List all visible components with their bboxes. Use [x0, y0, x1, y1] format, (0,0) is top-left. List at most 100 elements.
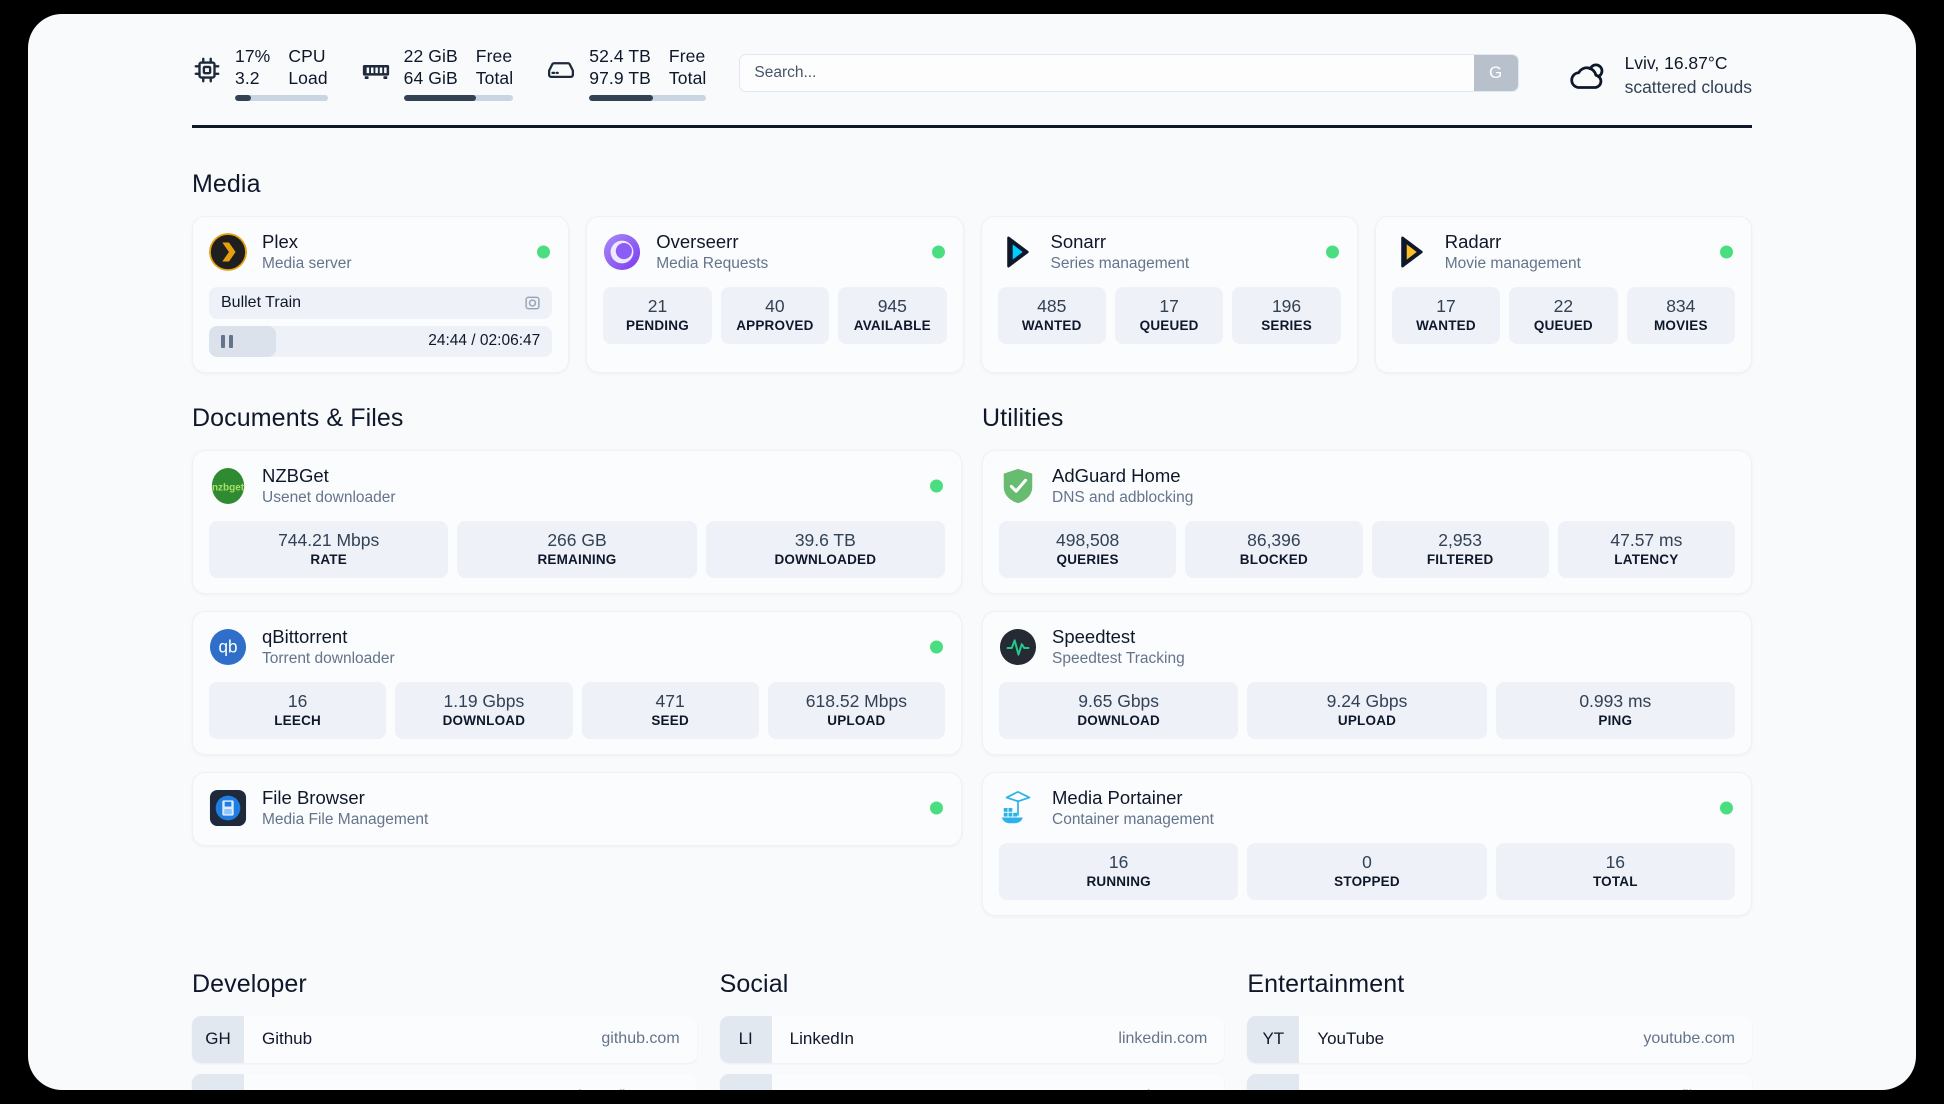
cpu-load-value: 3.2 [235, 68, 260, 88]
disk-usage-bar [589, 95, 707, 101]
bookmark-list: LI LinkedIn linkedin.com TW Twitter twit… [719, 1015, 1225, 1090]
stat-tile: 834 MOVIES [1626, 286, 1736, 344]
stat-label: BLOCKED [1239, 551, 1308, 567]
status-badge [1720, 801, 1733, 815]
weather-location-temp: Lviv, 16.87°C [1624, 53, 1728, 73]
card-media-portainer[interactable]: Media Portainer Container management 16 … [982, 771, 1752, 916]
pause-icon[interactable] [221, 334, 233, 348]
radarr-icon [1392, 233, 1430, 271]
stats-row: 744.21 Mbps RATE 266 GB REMAINING 39.6 T… [209, 520, 945, 578]
filebrowser-icon [209, 789, 247, 827]
bookmark-item-linkedin[interactable]: LI LinkedIn linkedin.com [719, 1015, 1225, 1063]
stat-value: 16 [287, 690, 308, 711]
app-name: qBittorrent [262, 625, 348, 647]
stat-label: DOWNLOAD [1077, 712, 1160, 728]
bookmark-item-github[interactable]: GH Github github.com [192, 1015, 697, 1063]
app-description: Media server [262, 254, 352, 272]
now-playing-progress-row[interactable]: 24:44 / 02:06:47 [209, 325, 553, 357]
stat-tile: 17 WANTED [1391, 286, 1501, 344]
stat-tile: 945 AVAILABLE [838, 286, 947, 344]
stat-label: STOPPED [1334, 873, 1400, 889]
app-description: Torrent downloader [262, 649, 395, 667]
now-playing-title-row: Bullet Train [209, 286, 553, 319]
stat-value: 485 [1037, 295, 1067, 316]
card-plex[interactable]: Plex Media server Bullet Train [192, 215, 570, 373]
stat-value: 86,396 [1247, 529, 1301, 550]
bookmark-abbr: TW [719, 1073, 772, 1090]
bookmark-abbr: NF [1247, 1073, 1300, 1090]
stat-tile: 618.52 Mbps UPLOAD [767, 681, 945, 739]
search-box[interactable]: G [739, 54, 1519, 92]
card-adguard-home[interactable]: AdGuard Home DNS and adblocking 498,508 … [982, 449, 1752, 594]
card-header: AdGuard Home DNS and adblocking [999, 465, 1735, 508]
bookmark-abbr: SO [192, 1073, 244, 1090]
card-overseerr[interactable]: Overseerr Media Requests 21 PENDING 40 A… [586, 215, 964, 373]
card-header: Radarr Movie management [1392, 231, 1735, 274]
stat-value: 21 [647, 295, 668, 316]
stat-label: UPLOAD [827, 712, 886, 728]
stat-tile: 16 LEECH [209, 681, 387, 739]
bookmark-abbr: GH [192, 1015, 244, 1063]
stat-label: RUNNING [1086, 873, 1151, 889]
bookmark-group-developer: Developer GH Github github.com SO StackO… [192, 969, 697, 1090]
app-name: Sonarr [1050, 230, 1107, 252]
cast-icon[interactable] [524, 294, 541, 311]
bookmark-item-youtube[interactable]: YT YouTube youtube.com [1247, 1015, 1752, 1063]
stat-value: 0.993 ms [1579, 690, 1652, 711]
card-file-browser[interactable]: File Browser Media File Management [192, 771, 962, 846]
stat-label: WANTED [1416, 317, 1476, 333]
stat-value: 40 [765, 295, 785, 316]
stat-tile: 16 TOTAL [1495, 842, 1735, 900]
status-badge [537, 245, 551, 259]
weather-widget[interactable]: Lviv, 16.87°C scattered clouds [1567, 46, 1752, 98]
adguard-icon [999, 467, 1037, 505]
card-header: File Browser Media File Management [209, 787, 945, 830]
now-playing-title: Bullet Train [221, 293, 302, 311]
card-qbittorrent[interactable]: qb qBittorrent Torrent downloader 16 LEE… [192, 610, 962, 755]
stat-label: LEECH [274, 712, 321, 728]
card-radarr[interactable]: Radarr Movie management 17 WANTED 22 QUE… [1374, 215, 1752, 373]
stats-row: 21 PENDING 40 APPROVED 945 AVAILABLE [603, 286, 947, 344]
bookmark-item-stackoverflow[interactable]: SO StackOverflow stackoverflow.com [192, 1073, 697, 1090]
app-description: Media File Management [262, 810, 429, 828]
stats-row: 485 WANTED 17 QUEUED 196 SERIES [997, 286, 1341, 344]
bookmark-name: StackOverflow [244, 1074, 549, 1090]
search-input[interactable] [740, 55, 1474, 91]
stat-label: DOWNLOADED [774, 551, 877, 567]
bookmark-item-netflix[interactable]: NF Netflix netflix.com [1247, 1073, 1752, 1090]
bookmark-name: LinkedIn [789, 1029, 854, 1048]
stat-value: 22 [1553, 295, 1574, 316]
stats-row: 9.65 Gbps DOWNLOAD 9.24 Gbps UPLOAD 0.99… [999, 681, 1735, 739]
stat-value: 16 [1108, 851, 1129, 872]
stat-label: MOVIES [1653, 317, 1708, 333]
bookmark-group-title: Developer [192, 969, 307, 998]
stat-tile: 22 QUEUED [1509, 286, 1618, 344]
utilities-cards: AdGuard Home DNS and adblocking 498,508 … [982, 449, 1752, 916]
disk-free-value: 52.4 TB [589, 46, 651, 66]
card-nzbget[interactable]: nzbget NZBGet Usenet downloader 744.21 M… [192, 449, 962, 594]
documents-cards: nzbget NZBGet Usenet downloader 744.21 M… [192, 449, 962, 846]
stat-tile: 9.24 Gbps UPLOAD [1247, 681, 1487, 739]
stat-tile: 21 PENDING [603, 286, 712, 344]
stat-value: 9.24 Gbps [1326, 690, 1408, 711]
stat-tile: 86,396 BLOCKED [1185, 520, 1363, 578]
search-engine-button[interactable]: G [1473, 55, 1518, 91]
stat-value: 47.57 ms [1610, 529, 1683, 550]
bookmark-item-twitter[interactable]: TW Twitter twitter.com [719, 1073, 1225, 1090]
stat-value: 0 [1362, 851, 1372, 872]
card-speedtest[interactable]: Speedtest Speedtest Tracking 9.65 Gbps D… [982, 610, 1752, 755]
stat-tile: 16 RUNNING [999, 842, 1239, 900]
stats-row: 17 WANTED 22 QUEUED 834 MOVIES [1391, 286, 1736, 344]
search-area: G [739, 46, 1519, 92]
stats-row: 16 LEECH 1.19 Gbps DOWNLOAD 471 SEED 6 [209, 681, 945, 739]
stat-value: 618.52 Mbps [805, 690, 907, 711]
stat-value: 266 GB [547, 529, 607, 550]
stat-label: PING [1598, 712, 1633, 728]
app-description: DNS and adblocking [1052, 488, 1194, 506]
disk-label-top: Free [668, 46, 706, 66]
stat-value: 2,953 [1438, 529, 1483, 550]
card-sonarr[interactable]: Sonarr Series management 485 WANTED 17 Q… [980, 215, 1358, 373]
stat-value: 945 [877, 295, 907, 316]
stat-tile: 40 APPROVED [720, 286, 830, 344]
app-name: AdGuard Home [1052, 464, 1181, 486]
